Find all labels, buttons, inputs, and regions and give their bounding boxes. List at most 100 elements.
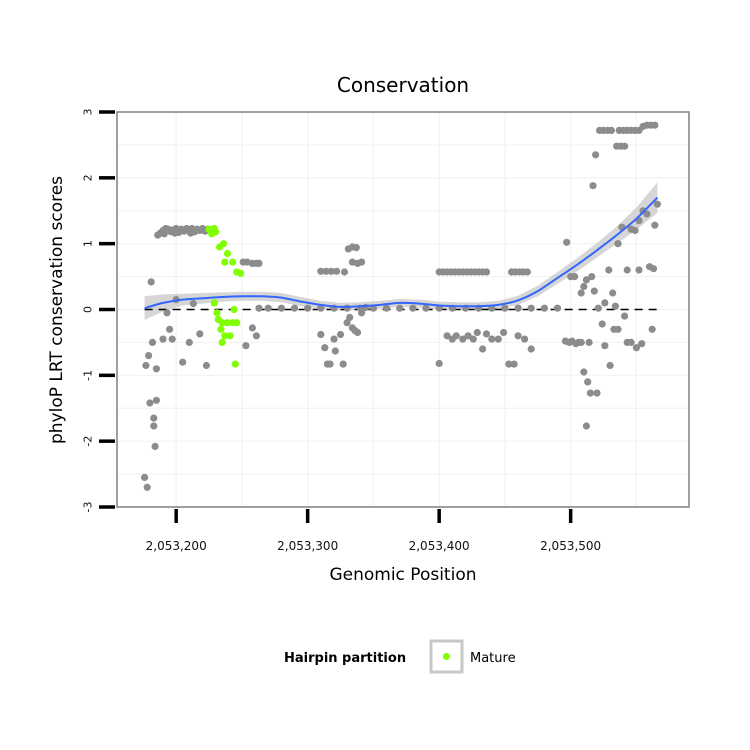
data-point: [150, 414, 158, 422]
data-point: [422, 304, 430, 312]
data-point: [614, 240, 622, 248]
data-point: [601, 342, 609, 350]
x-tick-label: 2,053,500: [540, 539, 601, 553]
data-point: [148, 338, 157, 346]
data-point: [464, 332, 472, 340]
data-point: [593, 389, 601, 397]
data-point: [631, 226, 639, 235]
data-point-mature: [219, 240, 228, 248]
data-point: [147, 278, 155, 286]
data-point: [152, 365, 160, 373]
data-point: [333, 267, 341, 275]
data-point: [514, 304, 522, 312]
y-tick-label: 3: [82, 109, 95, 116]
data-point: [166, 325, 174, 333]
data-point: [396, 304, 404, 312]
data-point: [482, 330, 491, 338]
data-point: [577, 338, 585, 346]
data-point: [553, 304, 562, 312]
data-point: [277, 304, 285, 312]
data-point: [479, 345, 487, 353]
data-point: [571, 273, 579, 281]
data-point-mature: [221, 258, 229, 266]
data-point: [185, 338, 193, 346]
x-axis: 2,053,200 2,053,300 2,053,400 2,053,500: [146, 509, 601, 553]
data-point: [540, 304, 549, 312]
y-tick-label: -1: [82, 370, 95, 381]
data-point: [317, 330, 325, 339]
legend-key-mature: [443, 653, 450, 660]
data-point: [651, 121, 659, 129]
data-point: [635, 266, 643, 274]
y-tick-label: 1: [82, 240, 95, 247]
data-point: [614, 325, 622, 333]
data-point: [152, 396, 160, 404]
data-point: [146, 399, 154, 407]
data-point: [582, 422, 591, 430]
y-axis: 3 2 1 0 -1 -2 -3: [82, 109, 115, 512]
data-point: [514, 332, 522, 340]
data-point: [523, 268, 531, 276]
data-point: [606, 361, 614, 370]
data-point: [638, 340, 646, 348]
data-point-mature: [223, 319, 232, 327]
data-point-mature: [217, 325, 225, 333]
data-point: [358, 258, 366, 266]
data-point: [141, 473, 149, 481]
data-point: [354, 328, 362, 337]
data-point: [521, 335, 529, 343]
data-point: [488, 335, 496, 343]
data-point: [317, 304, 325, 312]
data-point: [352, 244, 360, 252]
data-point: [627, 338, 635, 346]
y-tick-label: 2: [82, 174, 95, 181]
data-point-mature: [223, 249, 232, 258]
y-axis-title: phyloP LRT conservation scores: [47, 176, 67, 444]
data-point: [586, 389, 595, 397]
data-point: [609, 289, 617, 297]
data-point: [145, 352, 153, 360]
data-point: [469, 335, 477, 343]
data-point: [623, 266, 631, 274]
data-point: [500, 328, 508, 337]
data-point-mature: [221, 332, 229, 340]
data-point: [594, 304, 602, 312]
legend: Hairpin partition Mature: [284, 639, 516, 674]
smooth-line: [144, 196, 659, 310]
data-point: [501, 304, 509, 312]
panel-border: [116, 111, 690, 508]
data-point: [643, 210, 651, 218]
data-point-mature: [230, 305, 238, 314]
data-point: [248, 324, 256, 332]
data-point: [151, 442, 159, 450]
data-point: [252, 332, 260, 340]
data-point: [473, 328, 481, 337]
data-point: [601, 299, 609, 307]
data-point: [159, 335, 167, 343]
data-point-mature: [237, 269, 245, 277]
data-point: [160, 230, 168, 238]
data-point: [510, 360, 518, 368]
data-point: [505, 360, 513, 368]
data-point: [598, 320, 606, 328]
data-point: [409, 304, 417, 312]
data-point-mature: [218, 338, 226, 346]
data-point: [527, 304, 535, 312]
data-point: [621, 312, 629, 320]
data-point: [163, 309, 171, 317]
data-point: [651, 221, 659, 229]
data-point: [584, 378, 592, 386]
data-point: [242, 342, 250, 350]
data-point-mature: [226, 332, 234, 340]
x-tick-label: 2,053,200: [146, 539, 207, 553]
chart-title: Conservation: [337, 73, 469, 97]
data-point: [343, 304, 351, 312]
data-point: [443, 332, 451, 340]
data-point: [142, 361, 150, 370]
data-point: [632, 344, 641, 352]
data-point: [187, 229, 195, 237]
data-point: [563, 238, 571, 246]
legend-label-mature: Mature: [470, 651, 516, 666]
data-point: [588, 273, 596, 281]
